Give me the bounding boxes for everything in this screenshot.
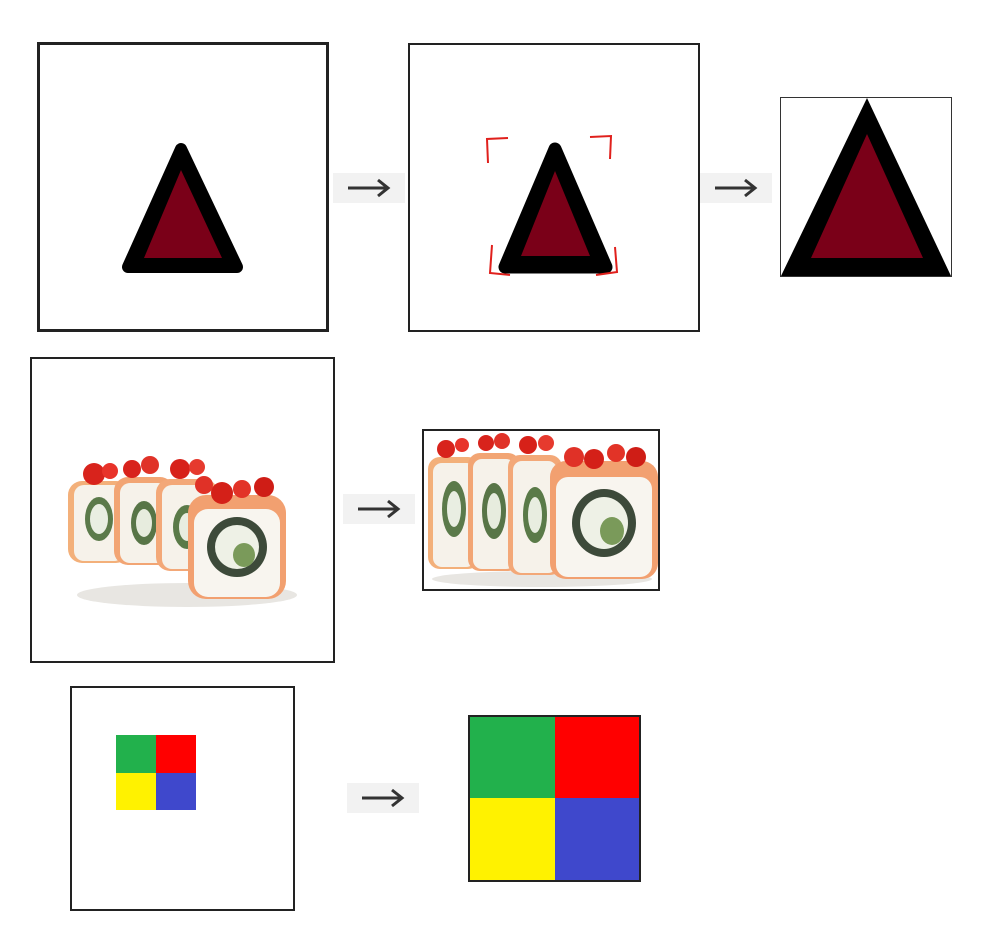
sushi-image: [428, 433, 658, 587]
triangle-shape: [781, 98, 951, 276]
color-block-original-panel: [70, 686, 295, 911]
triangle-shape: [485, 134, 619, 276]
triangle-cropped-panel: [780, 97, 952, 277]
color-block-cropped-panel: [468, 715, 641, 882]
right-arrow-icon: [715, 178, 758, 198]
arrow-3: [343, 494, 415, 524]
right-arrow-icon: [362, 788, 405, 808]
triangle-original-panel: [37, 42, 329, 332]
crop-selection-corners: [485, 134, 619, 276]
triangle-shape: [122, 143, 243, 273]
color-block-image: [116, 735, 196, 810]
arrow-4: [347, 783, 419, 813]
sushi-cropped-panel: [422, 429, 660, 591]
sushi-original-panel: [30, 357, 335, 663]
triangle-selection-panel: [408, 43, 700, 332]
arrow-2: [700, 173, 772, 203]
sushi-image: [68, 456, 297, 607]
color-block-image: [470, 717, 639, 880]
arrow-1: [333, 173, 405, 203]
right-arrow-icon: [348, 178, 391, 198]
right-arrow-icon: [358, 499, 401, 519]
